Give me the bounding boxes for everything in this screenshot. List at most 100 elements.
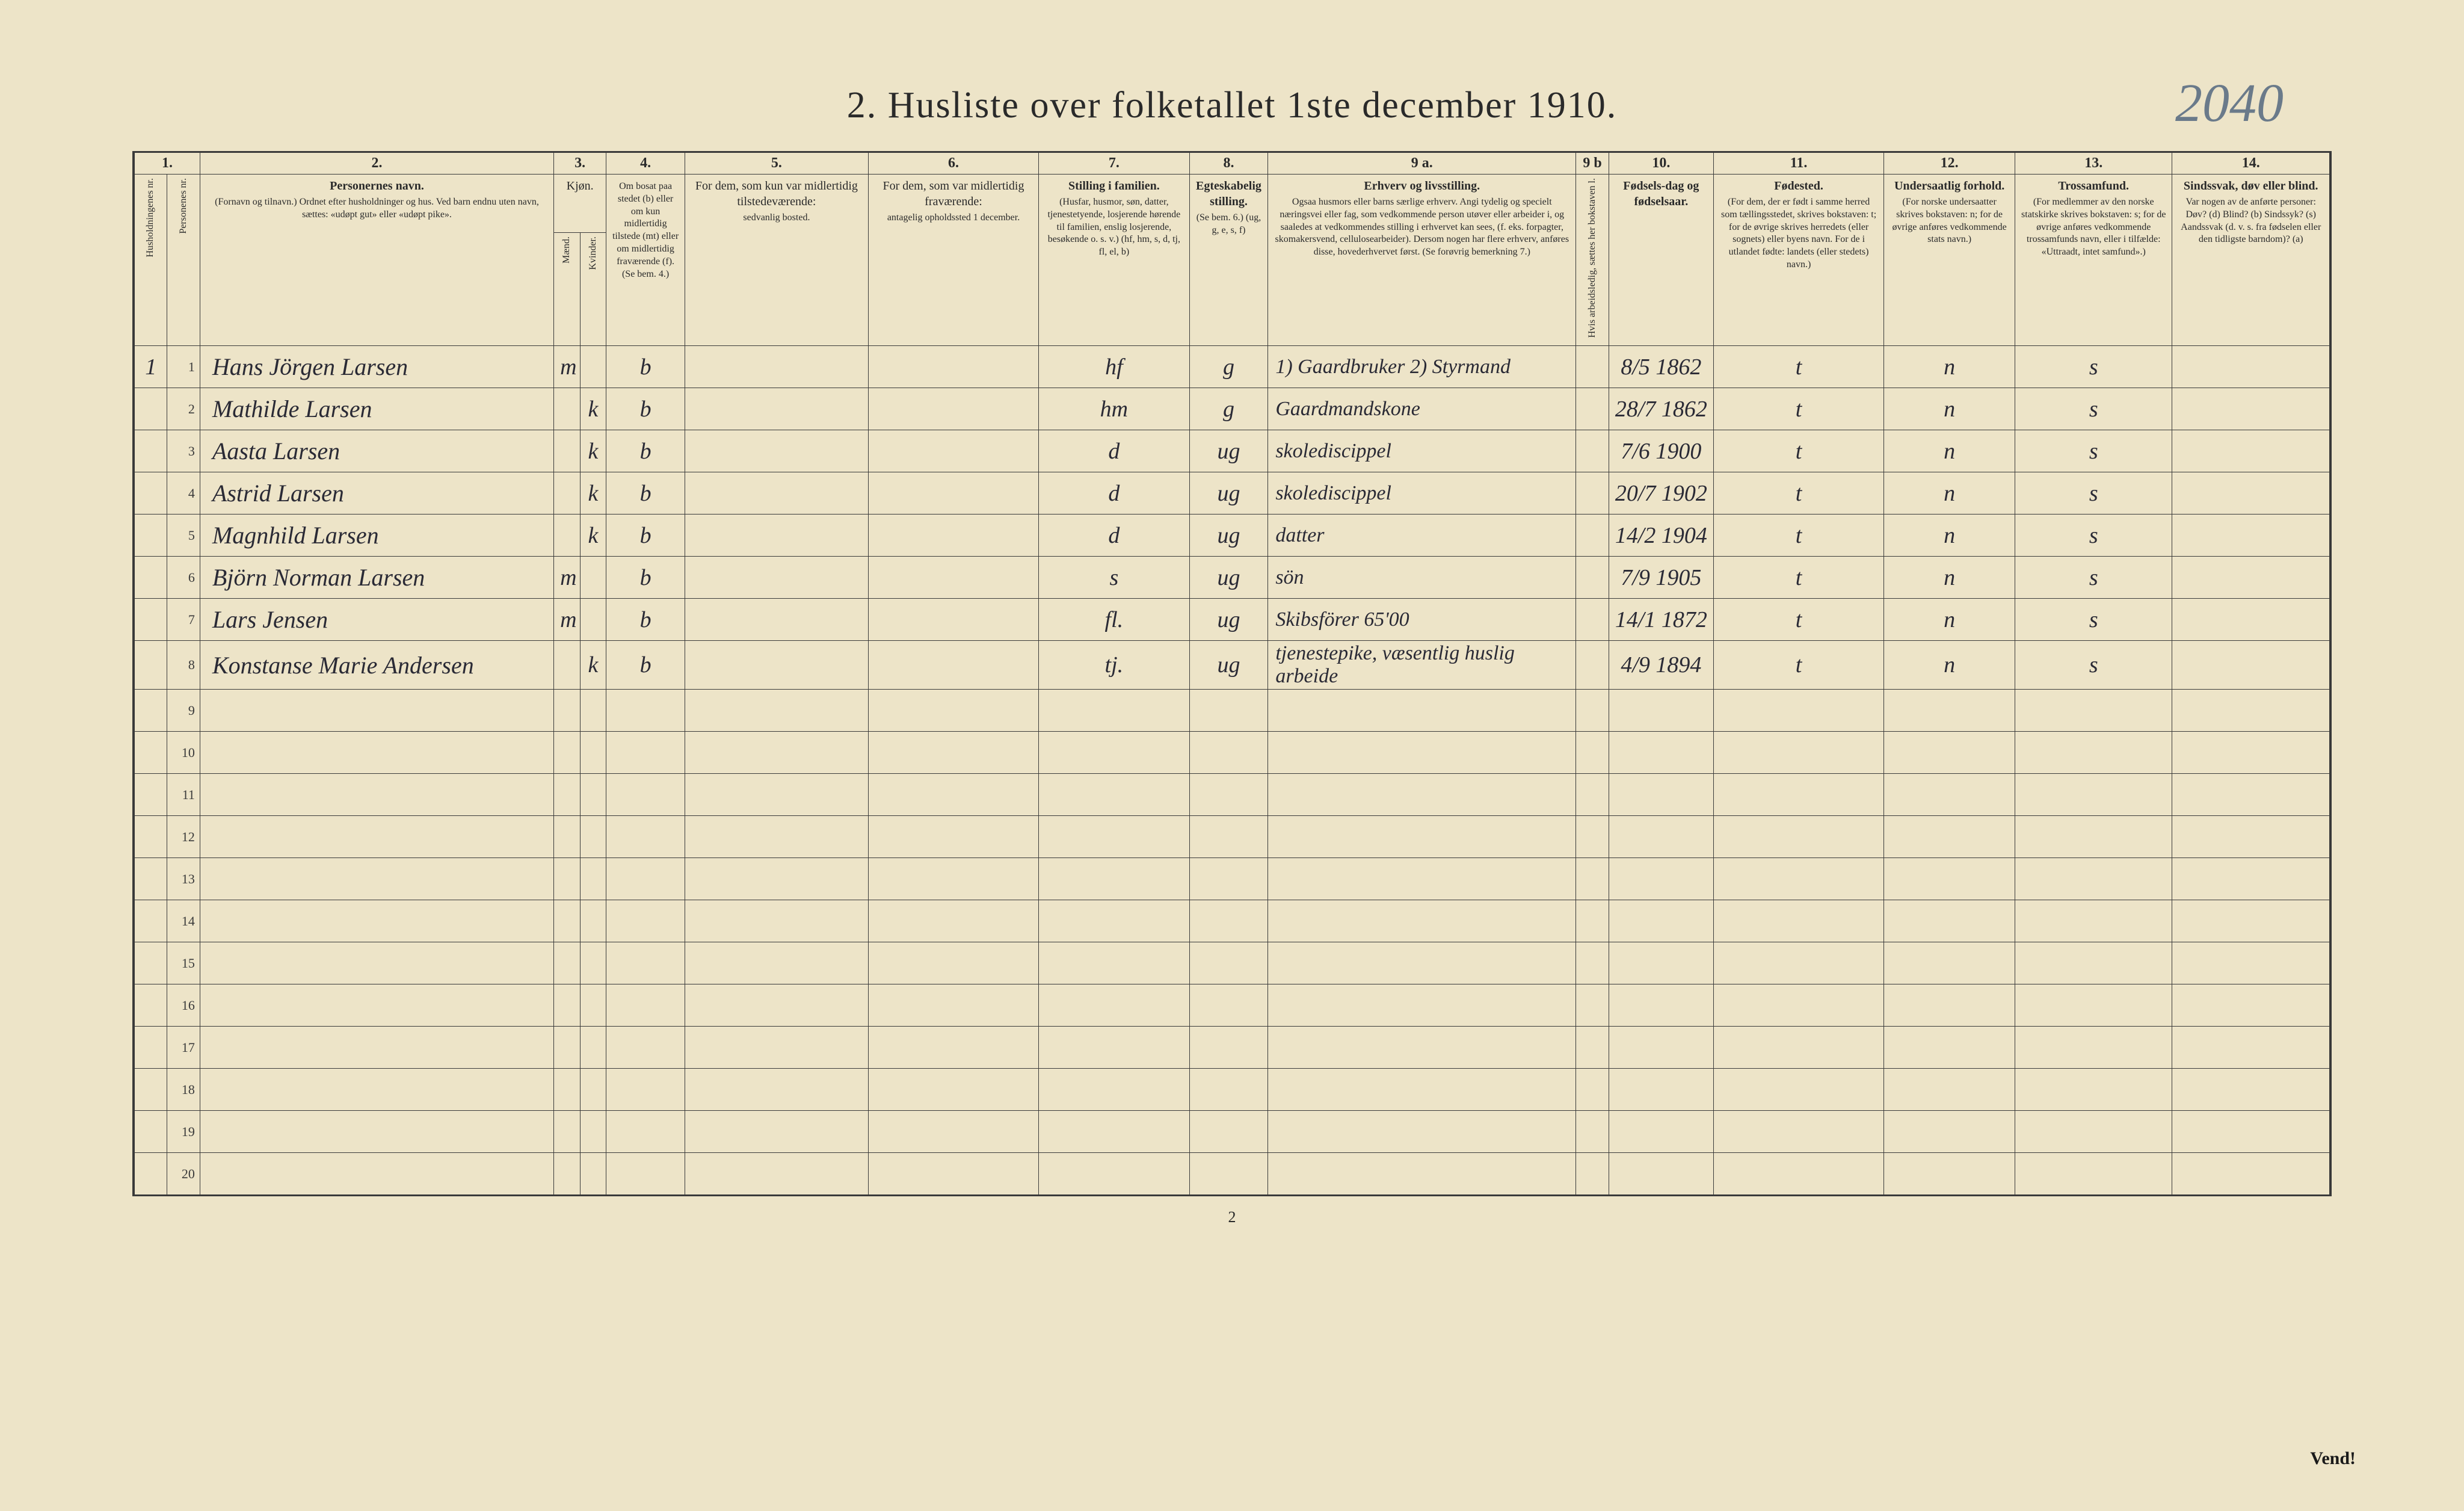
cell-empty bbox=[1576, 858, 1609, 900]
cell-birthplace: t bbox=[1713, 430, 1883, 472]
hdr-sex-m: Mænd. bbox=[554, 233, 581, 346]
cell-empty bbox=[685, 1069, 868, 1111]
cell-nationality: n bbox=[1884, 599, 2015, 641]
cell-occupation: sön bbox=[1268, 557, 1576, 599]
cell-empty bbox=[606, 984, 685, 1027]
hdr-c13: Trossamfund. (For medlemmer av den norsk… bbox=[2015, 175, 2172, 346]
cell-c14 bbox=[2172, 557, 2330, 599]
table-row-empty: 19 bbox=[135, 1111, 2330, 1153]
cell-sex-k: k bbox=[580, 472, 606, 514]
cell-household-nr bbox=[135, 557, 167, 599]
cell-empty bbox=[2172, 732, 2330, 774]
cell-empty bbox=[1189, 1111, 1268, 1153]
cell-empty bbox=[1609, 984, 1713, 1027]
cell-empty bbox=[1713, 774, 1883, 816]
cell-c6 bbox=[868, 557, 1038, 599]
cell-empty bbox=[606, 942, 685, 984]
cell-empty bbox=[1884, 1153, 2015, 1195]
cell-empty bbox=[1039, 900, 1190, 942]
cell-marital: ug bbox=[1189, 514, 1268, 557]
cell-c5 bbox=[685, 557, 868, 599]
vend-label: Vend! bbox=[2310, 1448, 2356, 1469]
cell-marital: ug bbox=[1189, 641, 1268, 690]
cell-empty: 13 bbox=[167, 858, 200, 900]
table-row: 3Aasta Larsenkbdugskolediscippel7/6 1900… bbox=[135, 430, 2330, 472]
cell-marital: g bbox=[1189, 346, 1268, 388]
cell-empty bbox=[1884, 1111, 2015, 1153]
cell-empty bbox=[685, 1027, 868, 1069]
colnum-5: 5. bbox=[685, 153, 868, 175]
cell-sex-m bbox=[554, 514, 581, 557]
hdr-name: Personernes navn. (Fornavn og tilnavn.) … bbox=[200, 175, 553, 346]
cell-empty bbox=[135, 858, 167, 900]
table-row-empty: 18 bbox=[135, 1069, 2330, 1111]
cell-empty bbox=[2015, 1111, 2172, 1153]
cell-birthdate: 7/9 1905 bbox=[1609, 557, 1713, 599]
cell-family-position: s bbox=[1039, 557, 1190, 599]
cell-empty bbox=[1884, 774, 2015, 816]
cell-empty bbox=[2172, 984, 2330, 1027]
column-number-row: 1. 2. 3. 4. 5. 6. 7. 8. 9 a. 9 b 10. 11.… bbox=[135, 153, 2330, 175]
cell-empty bbox=[1189, 690, 1268, 732]
cell-empty bbox=[1609, 1027, 1713, 1069]
cell-empty bbox=[1189, 900, 1268, 942]
cell-empty bbox=[606, 900, 685, 942]
cell-c5 bbox=[685, 430, 868, 472]
table-header: 1. 2. 3. 4. 5. 6. 7. 8. 9 a. 9 b 10. 11.… bbox=[135, 153, 2330, 346]
cell-empty bbox=[1039, 984, 1190, 1027]
cell-sex-m bbox=[554, 388, 581, 430]
cell-household-nr bbox=[135, 599, 167, 641]
cell-empty bbox=[200, 774, 553, 816]
cell-empty bbox=[1713, 984, 1883, 1027]
cell-birthplace: t bbox=[1713, 514, 1883, 557]
cell-empty bbox=[135, 900, 167, 942]
cell-empty bbox=[606, 690, 685, 732]
cell-c6 bbox=[868, 641, 1038, 690]
cell-empty bbox=[580, 942, 606, 984]
cell-empty bbox=[685, 1153, 868, 1195]
cell-c5 bbox=[685, 388, 868, 430]
cell-sex-k: k bbox=[580, 641, 606, 690]
cell-empty bbox=[1268, 1111, 1576, 1153]
cell-empty bbox=[606, 858, 685, 900]
cell-empty bbox=[1713, 900, 1883, 942]
cell-religion: s bbox=[2015, 514, 2172, 557]
cell-empty bbox=[1713, 690, 1883, 732]
cell-religion: s bbox=[2015, 557, 2172, 599]
table-row-empty: 14 bbox=[135, 900, 2330, 942]
cell-name: Lars Jensen bbox=[200, 599, 553, 641]
cell-name: Magnhild Larsen bbox=[200, 514, 553, 557]
table-row-empty: 9 bbox=[135, 690, 2330, 732]
cell-empty bbox=[200, 1153, 553, 1195]
cell-empty bbox=[1039, 732, 1190, 774]
cell-empty: 11 bbox=[167, 774, 200, 816]
hdr-c8: Egteskabelig stilling. (Se bem. 6.) (ug,… bbox=[1189, 175, 1268, 346]
cell-empty bbox=[554, 942, 581, 984]
cell-empty bbox=[606, 816, 685, 858]
cell-empty bbox=[580, 900, 606, 942]
cell-empty bbox=[1039, 942, 1190, 984]
cell-empty bbox=[2172, 1111, 2330, 1153]
cell-empty bbox=[2015, 816, 2172, 858]
cell-birthplace: t bbox=[1713, 557, 1883, 599]
cell-empty bbox=[1268, 942, 1576, 984]
cell-empty bbox=[1576, 1027, 1609, 1069]
cell-bosat: b bbox=[606, 388, 685, 430]
cell-empty bbox=[2172, 900, 2330, 942]
cell-empty bbox=[1609, 1069, 1713, 1111]
cell-family-position: d bbox=[1039, 430, 1190, 472]
cell-empty bbox=[606, 1111, 685, 1153]
table-row: 2Mathilde LarsenkbhmgGaardmandskone28/7 … bbox=[135, 388, 2330, 430]
cell-empty bbox=[1713, 1069, 1883, 1111]
cell-sex-m: m bbox=[554, 599, 581, 641]
cell-name: Björn Norman Larsen bbox=[200, 557, 553, 599]
cell-empty bbox=[580, 1111, 606, 1153]
cell-empty bbox=[200, 690, 553, 732]
cell-empty bbox=[868, 858, 1038, 900]
cell-c14 bbox=[2172, 514, 2330, 557]
cell-occupation: 1) Gaardbruker 2) Styrmand bbox=[1268, 346, 1576, 388]
hdr-c11: Fødested. (For dem, der er født i samme … bbox=[1713, 175, 1883, 346]
cell-empty bbox=[2172, 816, 2330, 858]
cell-birthdate: 14/2 1904 bbox=[1609, 514, 1713, 557]
cell-household-nr bbox=[135, 388, 167, 430]
